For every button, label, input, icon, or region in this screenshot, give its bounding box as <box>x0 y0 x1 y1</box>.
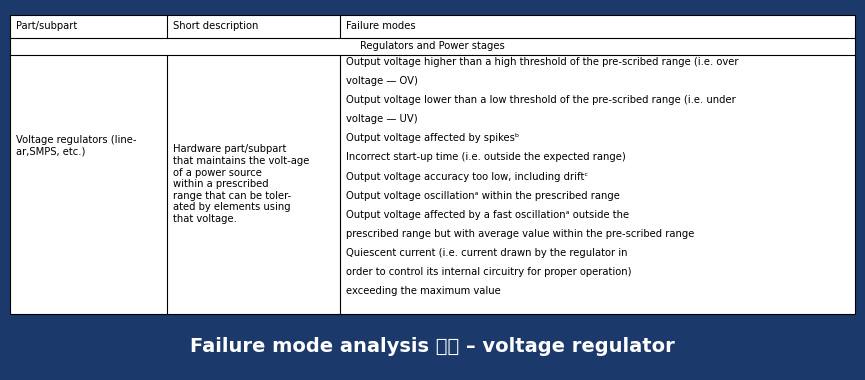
Text: voltage — OV): voltage — OV) <box>346 76 418 86</box>
Text: Incorrect start-up time (i.e. outside the expected range): Incorrect start-up time (i.e. outside th… <box>346 152 625 162</box>
Text: Output voltage oscillationᵃ within the prescribed range: Output voltage oscillationᵃ within the p… <box>346 191 619 201</box>
Bar <box>10 15 855 313</box>
Text: voltage — UV): voltage — UV) <box>346 114 417 124</box>
Text: prescribed range but with average value within the pre-scribed range: prescribed range but with average value … <box>346 229 694 239</box>
Text: Part/subpart: Part/subpart <box>16 21 78 32</box>
Text: Output voltage affected by a fast oscillationᵃ outside the: Output voltage affected by a fast oscill… <box>346 210 629 220</box>
Text: Hardware part/subpart
that maintains the volt-age
of a power source
within a pre: Hardware part/subpart that maintains the… <box>173 144 309 224</box>
Text: Voltage regulators (line-
ar,SMPS, etc.): Voltage regulators (line- ar,SMPS, etc.) <box>16 135 137 156</box>
Text: Quiescent current (i.e. current drawn by the regulator in: Quiescent current (i.e. current drawn by… <box>346 248 627 258</box>
Text: order to control its internal circuitry for proper operation): order to control its internal circuitry … <box>346 267 631 277</box>
Text: Output voltage higher than a high threshold of the pre-scribed range (i.e. over: Output voltage higher than a high thresh… <box>346 57 738 66</box>
Text: Output voltage affected by spikesᵇ: Output voltage affected by spikesᵇ <box>346 133 519 143</box>
Text: Short description: Short description <box>173 21 258 32</box>
Text: Output voltage lower than a low threshold of the pre-scribed range (i.e. under: Output voltage lower than a low threshol… <box>346 95 735 105</box>
Text: Failure mode analysis 예시 – voltage regulator: Failure mode analysis 예시 – voltage regul… <box>190 337 675 356</box>
Text: Output voltage accuracy too low, including driftᶜ: Output voltage accuracy too low, includi… <box>346 171 588 182</box>
Text: exceeding the maximum value: exceeding the maximum value <box>346 287 501 296</box>
Text: Failure modes: Failure modes <box>346 21 415 32</box>
Text: Regulators and Power stages: Regulators and Power stages <box>360 41 505 51</box>
